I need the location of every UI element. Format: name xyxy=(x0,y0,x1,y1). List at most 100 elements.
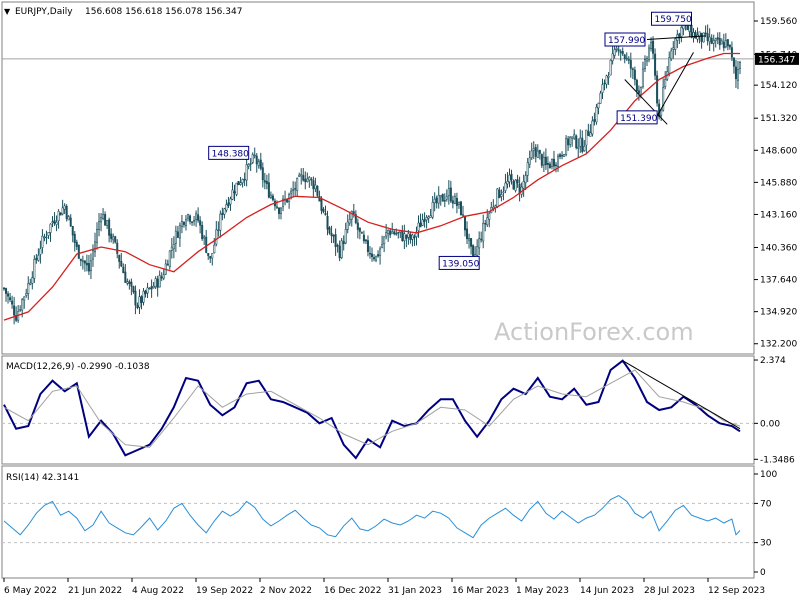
candle-body xyxy=(611,53,614,62)
candle-body xyxy=(186,214,190,219)
candle-body xyxy=(571,136,574,139)
candle-body xyxy=(397,232,400,234)
candle-body xyxy=(39,248,42,255)
candle-body xyxy=(332,234,335,237)
candle-body xyxy=(23,296,26,301)
candle-body xyxy=(189,215,192,222)
candle-body xyxy=(407,233,410,238)
candle-body xyxy=(641,68,644,88)
candle-body xyxy=(664,79,667,87)
candle-body xyxy=(536,150,539,158)
candle-body xyxy=(728,44,731,48)
candle-body xyxy=(468,237,471,241)
candle-body xyxy=(629,60,632,69)
candle-body xyxy=(508,174,511,183)
x-tick-label: 14 Jun 2023 xyxy=(580,586,634,596)
candle-body xyxy=(191,221,194,224)
candle-body xyxy=(567,138,570,146)
candle-body xyxy=(395,233,398,235)
candle-body xyxy=(383,236,386,245)
candle-body xyxy=(154,278,157,288)
rsi-line xyxy=(3,495,741,539)
rsi-ytick-label: 0 xyxy=(760,568,766,578)
price-ytick-label: 154.120 xyxy=(760,81,797,91)
candle-body xyxy=(714,38,717,41)
candle-body xyxy=(324,213,327,216)
macd-panel: 2.374 0.00 -1.3486 MACD(12,26,9) -0.2990 -… xyxy=(1,355,795,465)
price-annotation-box xyxy=(650,11,692,26)
macd-line xyxy=(3,359,741,460)
candle-body xyxy=(282,198,285,207)
sma-line xyxy=(3,52,740,321)
candle-body xyxy=(502,191,505,194)
candle-body xyxy=(587,130,590,136)
candle-body xyxy=(2,287,6,290)
candle-body xyxy=(445,196,448,200)
candle-body xyxy=(340,240,343,258)
candle-body xyxy=(455,197,458,206)
rsi-panel: 100 70 30 0 RSI(14) 42.3141 xyxy=(1,465,777,579)
candle-body xyxy=(245,164,248,181)
candle-body xyxy=(662,87,665,111)
candle-body xyxy=(277,207,280,214)
candle-body xyxy=(476,246,479,256)
candle-body xyxy=(251,154,254,163)
candle-body xyxy=(134,290,137,306)
candle-body xyxy=(362,234,365,242)
x-tick-label: 31 Jan 2023 xyxy=(388,586,442,596)
price-ytick-label: 137.640 xyxy=(760,276,797,286)
price-ytick-label: 134.920 xyxy=(760,308,797,318)
candle-body xyxy=(85,262,88,266)
candle-body xyxy=(500,194,503,197)
candle-body xyxy=(708,36,711,43)
candle-body xyxy=(235,182,238,195)
candle-body xyxy=(318,195,321,202)
candle-body xyxy=(241,179,244,184)
candle-body xyxy=(227,202,230,206)
candle-body xyxy=(559,154,562,157)
header-dropdown-icon[interactable]: ▼ xyxy=(4,7,11,16)
candle-body xyxy=(522,181,525,189)
candle-body xyxy=(47,232,50,236)
candle-body xyxy=(148,287,151,290)
candle-body xyxy=(75,241,78,247)
price-annotation-box xyxy=(208,145,250,160)
candle-body xyxy=(182,221,185,225)
candle-body xyxy=(67,216,70,221)
candle-body xyxy=(342,241,345,245)
candle-body xyxy=(577,146,580,149)
candle-body xyxy=(480,238,483,241)
candle-body xyxy=(209,255,212,259)
candle-body xyxy=(488,213,491,220)
macd-ytick-label: -1.3486 xyxy=(760,455,795,465)
candle-body xyxy=(239,182,242,185)
price-annotation-label: 159.750 xyxy=(654,15,691,25)
candle-body xyxy=(411,234,414,240)
candle-body xyxy=(585,129,588,146)
candle-body xyxy=(126,281,129,284)
candle-body xyxy=(546,162,549,165)
candle-body xyxy=(292,189,295,191)
candle-body xyxy=(302,175,305,181)
candle-body xyxy=(316,185,319,196)
candle-body xyxy=(229,198,232,205)
x-tick-label: 6 May 2022 xyxy=(4,586,57,596)
candle-body xyxy=(81,260,84,262)
rsi-lines xyxy=(3,495,741,539)
macd-trendline xyxy=(622,360,741,430)
price-annotation-label: 157.990 xyxy=(608,36,645,46)
candle-body xyxy=(19,309,22,311)
candle-body xyxy=(478,238,481,249)
candle-body xyxy=(271,195,274,201)
candle-body xyxy=(320,199,323,211)
price-ytick-label: 140.360 xyxy=(760,243,797,253)
candle-body xyxy=(11,300,14,305)
candle-body xyxy=(61,207,64,215)
candle-body xyxy=(259,159,262,169)
candle-body xyxy=(621,51,624,55)
candle-body xyxy=(486,217,489,226)
candle-body xyxy=(433,198,436,204)
candle-body xyxy=(498,189,501,198)
candle-body xyxy=(247,164,250,167)
